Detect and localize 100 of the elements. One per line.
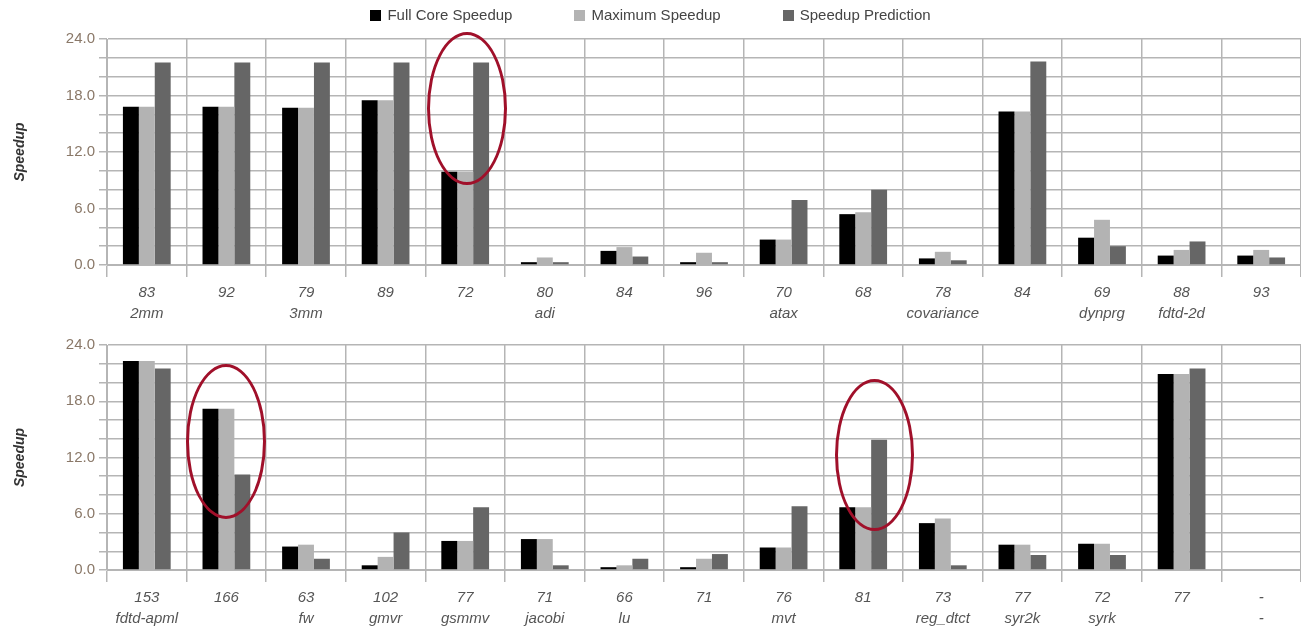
bar xyxy=(918,258,935,265)
x-tick-label: 92 xyxy=(218,282,236,300)
x-tick-label: 71 jacobi xyxy=(523,587,566,626)
bar xyxy=(473,62,490,265)
bar xyxy=(680,262,697,265)
y-tick-label: 0.0 xyxy=(74,560,95,578)
bar xyxy=(791,200,808,265)
bar xyxy=(313,558,330,570)
x-tick-label: 69 dynprg xyxy=(1079,282,1126,321)
bar xyxy=(552,565,569,570)
x-tick-label: 88 fdtd-2d xyxy=(1158,282,1206,321)
bar xyxy=(441,171,458,265)
bar xyxy=(313,62,330,265)
bar xyxy=(361,100,378,265)
x-tick-label: 102 gmvr xyxy=(368,587,404,626)
x-tick-label: - - xyxy=(1258,587,1264,626)
bar xyxy=(600,567,617,570)
bar xyxy=(711,554,728,570)
legend-label: Maximum Speedup xyxy=(591,6,721,23)
bar xyxy=(1157,374,1174,570)
bar xyxy=(282,546,299,570)
x-tick-label: 72 xyxy=(456,282,475,300)
x-tick-label: 68 xyxy=(854,282,873,300)
x-tick-label: 72 syrk xyxy=(1088,587,1118,626)
bar xyxy=(998,111,1015,265)
bar xyxy=(711,262,728,265)
bar xyxy=(1189,241,1206,265)
bar xyxy=(393,62,410,265)
bar xyxy=(871,439,888,570)
bar xyxy=(234,474,251,570)
bar xyxy=(202,408,219,570)
x-tick-label: 93 xyxy=(1252,282,1271,300)
legend-label: Full Core Speedup xyxy=(387,6,513,23)
x-tick-label: 79 3mm xyxy=(289,282,323,321)
bar xyxy=(520,262,537,265)
bar xyxy=(759,239,776,265)
bar xyxy=(950,565,967,570)
x-tick-label: 96 xyxy=(695,282,713,300)
x-tick-label: 80 adi xyxy=(534,282,556,321)
bar xyxy=(759,547,776,570)
bar xyxy=(1237,255,1254,265)
bar xyxy=(680,567,697,570)
y-axis-title: Speedup xyxy=(11,122,28,182)
y-tick-label: 6.0 xyxy=(74,503,95,521)
x-tick-label: 66 lu xyxy=(616,587,634,626)
x-tick-label: 78 covariance xyxy=(906,282,980,321)
bar xyxy=(1269,257,1286,265)
bar xyxy=(361,565,378,570)
x-tick-label: 73 reg_dtct xyxy=(915,587,971,626)
bar xyxy=(1030,555,1047,570)
bar xyxy=(1030,61,1047,265)
bar xyxy=(600,250,617,265)
y-tick-label: 0.0 xyxy=(74,255,95,273)
bar xyxy=(1157,255,1174,265)
bar xyxy=(839,507,856,570)
x-tick-label: 84 xyxy=(616,282,633,300)
y-tick-label: 24.0 xyxy=(65,29,95,47)
x-tick-label: 77 syr2k xyxy=(1004,587,1042,626)
x-tick-label: 63 fw xyxy=(297,587,315,626)
bar xyxy=(282,107,299,265)
bar xyxy=(473,507,490,570)
bar xyxy=(998,544,1015,570)
x-tick-label: 77 gsmmv xyxy=(441,587,491,626)
bar xyxy=(202,106,219,265)
bar xyxy=(441,540,458,570)
bar xyxy=(154,368,171,570)
legend-label: Speedup Prediction xyxy=(799,6,931,23)
bar xyxy=(791,506,808,570)
bar xyxy=(1189,368,1206,570)
x-tick-label: 153 fdtd-apml xyxy=(115,587,179,626)
x-tick-label: 89 xyxy=(377,282,395,300)
x-tick-label: 166 xyxy=(213,587,240,605)
y-tick-label: 12.0 xyxy=(65,447,95,465)
x-tick-label: 77 xyxy=(1173,587,1191,605)
y-tick-label: 18.0 xyxy=(65,85,95,103)
bar xyxy=(632,558,649,570)
bar xyxy=(871,189,888,265)
bar xyxy=(1078,543,1095,570)
y-axis-title: Speedup xyxy=(11,427,28,488)
y-tick-label: 6.0 xyxy=(74,198,95,216)
bar xyxy=(1109,246,1126,265)
y-tick-label: 24.0 xyxy=(65,335,95,353)
x-tick-label: 71 xyxy=(695,587,713,605)
y-tick-label: 12.0 xyxy=(65,142,95,160)
x-tick-label: 76 mvt xyxy=(771,587,797,626)
bar xyxy=(234,62,251,265)
bar xyxy=(552,262,569,265)
y-tick-label: 18.0 xyxy=(65,391,95,409)
x-tick-label: 70 atax xyxy=(769,282,799,321)
bar xyxy=(154,62,171,265)
bar xyxy=(1109,555,1126,570)
bar xyxy=(1078,237,1095,265)
bar xyxy=(520,539,537,570)
bar xyxy=(122,106,139,265)
bar xyxy=(918,523,935,570)
x-tick-label: 81 xyxy=(854,587,872,605)
x-tick-label: 84 xyxy=(1014,282,1031,300)
bar xyxy=(839,214,856,265)
bar xyxy=(632,256,649,265)
x-tick-label: 83 2mm xyxy=(129,282,164,321)
